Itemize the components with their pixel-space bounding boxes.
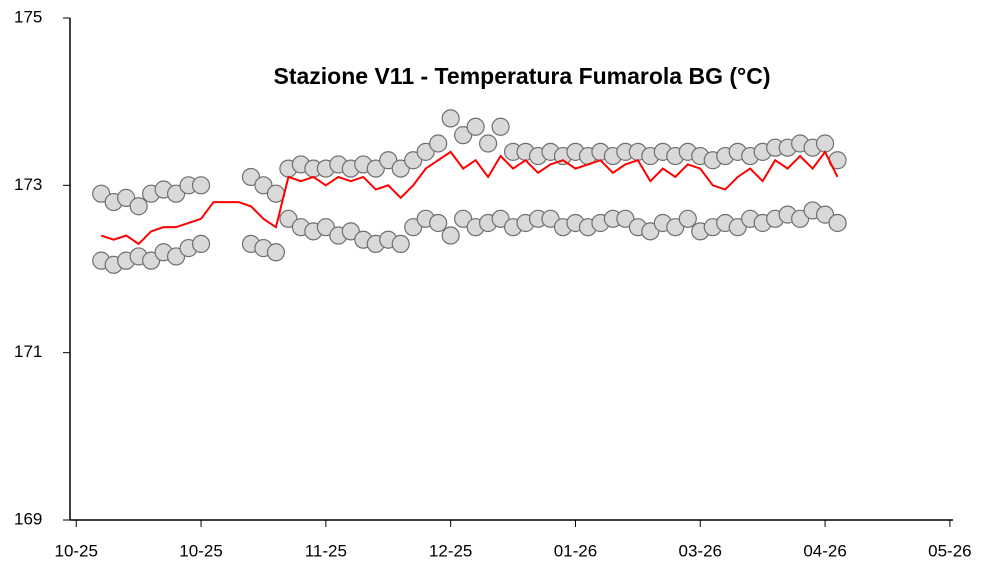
- scatter-point: [429, 213, 448, 233]
- y-tick-label: 173: [14, 175, 42, 194]
- scatter-point: [241, 167, 261, 187]
- scatter-point: [404, 218, 423, 237]
- line: [100, 149, 839, 246]
- x-tick-label: 11-25: [305, 541, 347, 560]
- scatter-point: [316, 218, 335, 237]
- scatter-point: [491, 209, 510, 228]
- scatter-point: [616, 209, 635, 228]
- scatter-point: [404, 151, 423, 170]
- scatter-point: [454, 209, 473, 228]
- x-tick-label: 10-25: [179, 541, 222, 560]
- scatter-point: [166, 247, 186, 266]
- scatter-point: [666, 218, 685, 237]
- scatter-point: [815, 205, 835, 224]
- scatter-point: [254, 176, 273, 195]
- scatter-point: [728, 218, 747, 237]
- x-tick-label: 03-26: [679, 541, 722, 560]
- scatter-point: [466, 117, 485, 136]
- scatter-point: [142, 251, 161, 270]
- scatter-point: [416, 142, 435, 161]
- x-tick-label: 04-26: [803, 541, 846, 560]
- scatter-point: [828, 213, 847, 233]
- x-tick-label: 01-26: [554, 541, 597, 560]
- scatter-point: [678, 209, 697, 228]
- scatter-point: [478, 134, 498, 153]
- scatter-point: [441, 226, 460, 245]
- scatter-point: [391, 234, 410, 253]
- scatter-point: [366, 159, 385, 178]
- scatter-point: [266, 243, 286, 262]
- scatter-point: [815, 134, 835, 153]
- scatter-point: [491, 117, 510, 136]
- scatter-point: [429, 134, 448, 153]
- scatter-point: [341, 222, 360, 241]
- scatter-point: [166, 184, 186, 203]
- scatter-point: [541, 209, 560, 228]
- scatter-point: [791, 209, 810, 228]
- scatter-point: [92, 184, 111, 203]
- chart-title: Stazione V11 - Temperatura Fumarola BG (…: [274, 63, 771, 89]
- x-tick-label: 05-26: [928, 541, 971, 560]
- scatter-point: [391, 159, 410, 178]
- scatter-point: [454, 126, 473, 145]
- x-tick-label: 12-25: [429, 541, 472, 560]
- scatter-point: [441, 109, 460, 128]
- y-tick-label: 171: [14, 342, 42, 361]
- scatter-point: [191, 234, 211, 253]
- x-tick-label: 10-25: [54, 541, 97, 560]
- scatter-point: [129, 197, 148, 216]
- scatter-point: [191, 176, 211, 195]
- scatter-point: [117, 188, 136, 207]
- scatter-point: [641, 222, 660, 241]
- y-tick-label: 169: [14, 509, 42, 528]
- scatter-point: [279, 209, 298, 228]
- scatter-point: [379, 151, 398, 170]
- y-tick-label: 175: [14, 7, 42, 26]
